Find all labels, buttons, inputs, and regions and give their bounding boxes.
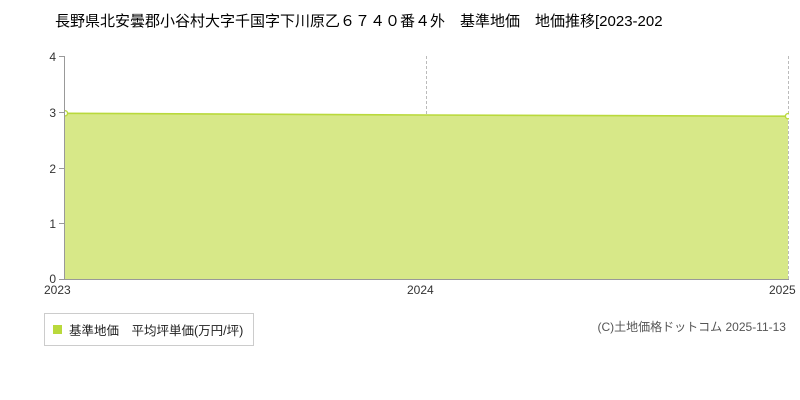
area-series (65, 110, 789, 279)
y-tick-2: 2 (49, 162, 56, 176)
legend-label: 基準地価 平均坪単価(万円/坪) (69, 324, 244, 338)
y-tick-mark-3 (59, 112, 64, 113)
legend: 基準地価 平均坪単価(万円/坪) (44, 313, 255, 346)
y-tick-mark-4 (59, 56, 64, 57)
y-tick-mark-2 (59, 168, 64, 169)
x-tick-2024: 2024 (407, 283, 434, 297)
y-tick-0: 0 (49, 272, 56, 286)
y-tick-4: 4 (49, 50, 56, 64)
x-axis-line (64, 279, 789, 280)
x-tick-2023: 2023 (44, 283, 71, 297)
credit-text: (C)土地価格ドットコム 2025-11-13 (597, 320, 787, 334)
y-tick-mark-1 (59, 223, 64, 224)
y-tick-mark-0 (59, 279, 64, 280)
x-tick-2025: 2025 (769, 283, 796, 297)
chart-title: 長野県北安曇郡小谷村大字千国字下川原乙６７４０番４外 基準地価 地価推移[202… (55, 13, 663, 30)
y-tick-3: 3 (49, 106, 56, 120)
y-tick-1: 1 (49, 217, 56, 231)
legend-swatch-icon (53, 325, 62, 334)
gridline-2025 (788, 56, 790, 279)
y-axis-line (64, 56, 65, 279)
